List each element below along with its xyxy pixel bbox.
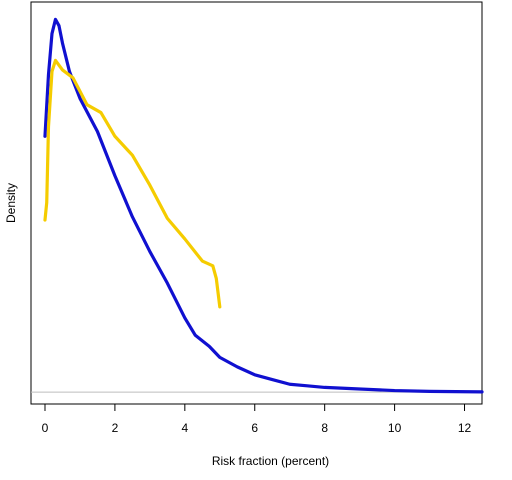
x-tick-label-12: 12 xyxy=(458,421,472,435)
x-axis: 0 2 4 6 8 10 12 xyxy=(42,404,472,435)
y-axis-title: Density xyxy=(4,183,18,223)
x-tick-label-2: 2 xyxy=(112,421,119,435)
density-line-series-1 xyxy=(43,17,484,394)
x-axis-title: Risk fraction (percent) xyxy=(212,454,329,468)
plot-frame-layer xyxy=(30,1,483,405)
x-tick-label-10: 10 xyxy=(388,421,402,435)
x-tick-label-8: 8 xyxy=(321,421,328,435)
x-tick-label-0: 0 xyxy=(42,421,49,435)
density-line-series-2 xyxy=(43,58,222,309)
x-tick-label-6: 6 xyxy=(251,421,258,435)
plot-frame xyxy=(30,1,483,405)
x-tick-label-4: 4 xyxy=(181,421,188,435)
series-layer xyxy=(43,17,484,394)
